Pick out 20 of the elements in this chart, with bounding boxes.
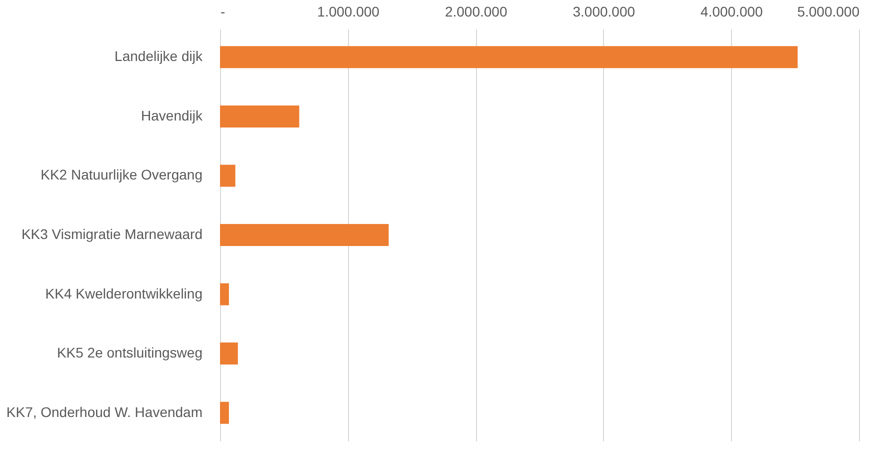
bar	[220, 105, 300, 128]
y-tick-label: Landelijke dijk	[114, 48, 204, 64]
x-tick-label: 3.000.000	[572, 4, 636, 20]
x-tick-label: 1.000.000	[317, 4, 380, 20]
y-tick-label: KK5 2e ontsluitingsweg	[56, 344, 202, 361]
bar	[220, 164, 236, 187]
y-tick-label: Havendijk	[141, 107, 204, 124]
bar	[220, 224, 389, 246]
bar	[220, 342, 238, 365]
x-tick-label: -	[220, 4, 226, 20]
y-tick-label: KK7, Onderhoud W. Havendam	[6, 404, 202, 420]
y-tick-label: KK3 Vismigratie Marnewaard	[21, 226, 202, 242]
bar	[220, 46, 798, 68]
bar	[220, 402, 229, 424]
x-tick-label: 2.000.000	[444, 4, 508, 20]
x-tick-label: 4.000.000	[700, 4, 764, 20]
x-tick-label: 5.000.000	[797, 4, 860, 20]
bar	[220, 283, 229, 306]
y-tick-label: KK2 Natuurlijke Overgang	[40, 166, 202, 183]
y-tick-label: KK4 Kwelderontwikkeling	[45, 285, 202, 302]
